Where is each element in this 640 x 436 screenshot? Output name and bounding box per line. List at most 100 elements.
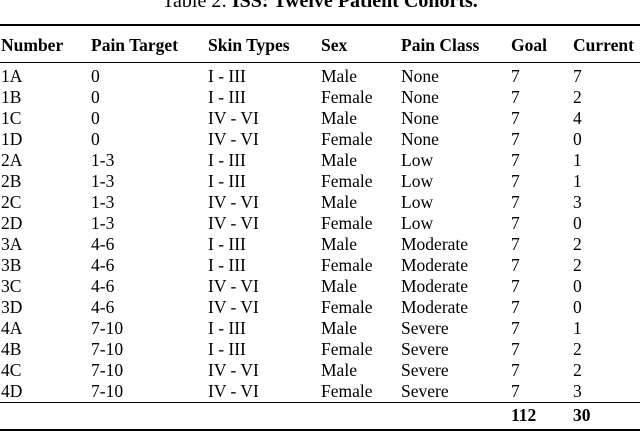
column-header-goal: Goal xyxy=(511,34,547,55)
table-cell: IV - VI xyxy=(208,276,259,296)
totals-rule xyxy=(0,401,640,403)
table-totals-row: 112 30 xyxy=(0,404,640,428)
table-cell: None xyxy=(401,129,439,149)
table-cell: 1 xyxy=(573,171,582,191)
table-cell: Female xyxy=(321,339,373,359)
table-cell: Severe xyxy=(401,339,449,359)
table-cell: I - III xyxy=(208,87,246,107)
table-cell: Low xyxy=(401,171,434,191)
table-body: 1A 0 I - III Male None 7 7 1B 0 I - III Female None… xyxy=(0,66,640,402)
table-cell: I - III xyxy=(208,66,246,86)
table-cell: 7 xyxy=(511,129,520,149)
table-cell: 2 xyxy=(573,255,582,275)
table-cell: 4-6 xyxy=(91,234,115,254)
table-row: 3B 4-6 I - III Female Moderate 7 2 xyxy=(0,255,640,276)
table-cell: I - III xyxy=(208,318,246,338)
table-row: 4D 7-10 IV - VI Female Severe 7 3 xyxy=(0,381,640,402)
table-cell: 0 xyxy=(573,129,582,149)
table-cell: Female xyxy=(321,255,373,275)
caption-title: ISS: Twelve Patient Cohorts. xyxy=(232,0,478,10)
table-cell: Female xyxy=(321,171,373,191)
table-cell: Male xyxy=(321,318,357,338)
header-rule xyxy=(0,62,640,64)
caption-prefix: Table 2: xyxy=(162,0,227,10)
totals-current-value: 30 xyxy=(573,405,591,425)
table-cell: 7-10 xyxy=(91,381,124,401)
table-cell: 4C xyxy=(1,360,22,380)
table-cell: IV - VI xyxy=(208,213,259,233)
table-row: 2A 1-3 I - III Male Low 7 1 xyxy=(0,150,640,171)
table-cell: Severe xyxy=(401,318,449,338)
table-cell: Severe xyxy=(401,381,449,401)
table-cell: 1D xyxy=(1,129,23,149)
table-cell: IV - VI xyxy=(208,360,259,380)
table-cell: 4-6 xyxy=(91,276,115,296)
table-cell: 7 xyxy=(511,360,520,380)
table-cell: 4-6 xyxy=(91,255,115,275)
table-cell: 3D xyxy=(1,297,23,317)
table-cell: IV - VI xyxy=(208,381,259,401)
table-cell: 7 xyxy=(511,66,520,86)
column-header-number: Number xyxy=(1,34,64,55)
table-cell: Male xyxy=(321,66,357,86)
table-row: 4B 7-10 I - III Female Severe 7 2 xyxy=(0,339,640,360)
table-cell: 4D xyxy=(1,381,23,401)
table-cell: None xyxy=(401,87,439,107)
table-cell: 7 xyxy=(511,87,520,107)
table-cell: IV - VI xyxy=(208,297,259,317)
table-cell: I - III xyxy=(208,150,246,170)
table-cell: 0 xyxy=(91,66,100,86)
caption-line: Table 2: ISS: Twelve Patient Cohorts. xyxy=(0,0,640,10)
table-cell: 7 xyxy=(511,171,520,191)
table-cell: Male xyxy=(321,192,357,212)
table-header-row: Number Pain Target Skin Types Sex Pain C… xyxy=(0,31,640,59)
table-cell: 0 xyxy=(91,108,100,128)
table-cell: None xyxy=(401,108,439,128)
table-cell: 7 xyxy=(511,276,520,296)
table-cell: 4A xyxy=(1,318,23,338)
table-cell: Low xyxy=(401,150,434,170)
table-cell: 1 xyxy=(573,150,582,170)
table-row: 3D 4-6 IV - VI Female Moderate 7 0 xyxy=(0,297,640,318)
table-cell: Low xyxy=(401,213,434,233)
table-cell: Moderate xyxy=(401,297,469,317)
table-cell: 7 xyxy=(511,150,520,170)
top-rule xyxy=(0,23,640,27)
table-row: 1C 0 IV - VI Male None 7 4 xyxy=(0,108,640,129)
table-cell: 7 xyxy=(511,318,520,338)
table-cell: 7-10 xyxy=(91,339,124,359)
table-cell: 7 xyxy=(511,297,520,317)
table-cell: 1 xyxy=(573,318,582,338)
table-cell: Male xyxy=(321,360,357,380)
table-cell: 1-3 xyxy=(91,150,115,170)
table-cell: 7 xyxy=(511,255,520,275)
table-cell: Severe xyxy=(401,360,449,380)
table-cell: Female xyxy=(321,87,373,107)
table-row: 4C 7-10 IV - VI Male Severe 7 2 xyxy=(0,360,640,381)
table-cell: 2A xyxy=(1,150,23,170)
table-cell: IV - VI xyxy=(208,108,259,128)
table-cell: IV - VI xyxy=(208,129,259,149)
table-cell: 7 xyxy=(511,108,520,128)
totals-goal-value: 112 xyxy=(511,405,537,425)
table-cell: 4-6 xyxy=(91,297,115,317)
table-cell: 1-3 xyxy=(91,213,115,233)
table-cell: 0 xyxy=(573,213,582,233)
table-cell: 2C xyxy=(1,192,22,212)
table-row: 3C 4-6 IV - VI Male Moderate 7 0 xyxy=(0,276,640,297)
table-row: 1B 0 I - III Female None 7 2 xyxy=(0,87,640,108)
table-cell: 7-10 xyxy=(91,360,124,380)
table-cell: 7 xyxy=(511,192,520,212)
table-cell: 0 xyxy=(573,276,582,296)
table-cell: 3A xyxy=(1,234,23,254)
table-cell: 0 xyxy=(91,129,100,149)
table-cell: None xyxy=(401,66,439,86)
table-row: 4A 7-10 I - III Male Severe 7 1 xyxy=(0,318,640,339)
table-cell: 7-10 xyxy=(91,318,124,338)
table-cell: Moderate xyxy=(401,276,469,296)
table-cell: Male xyxy=(321,234,357,254)
table-cell: 1-3 xyxy=(91,171,115,191)
table-cell: I - III xyxy=(208,339,246,359)
table-cell: Moderate xyxy=(401,255,469,275)
